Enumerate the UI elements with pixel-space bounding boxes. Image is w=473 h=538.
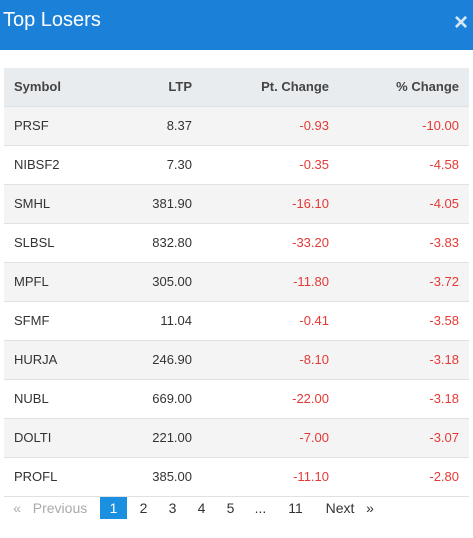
table-cell: 381.90 <box>152 196 192 211</box>
table-cell: 7.30 <box>166 157 192 172</box>
table-row: SMHL 381.90 -16.10 -4.05 <box>4 185 469 224</box>
table-cell: -0.41 <box>299 313 329 328</box>
table-cell: -3.18 <box>429 352 459 367</box>
table-cell: -4.05 <box>429 196 459 211</box>
table-cell: 11.04 <box>160 313 192 328</box>
table-cell: -0.93 <box>299 118 329 133</box>
table-cell: -4.58 <box>429 157 459 172</box>
table-cell: SFMF <box>14 313 50 328</box>
table-row: NIBSF2 7.30 -0.35 -4.58 <box>4 146 469 185</box>
table-cell: -11.80 <box>293 274 329 289</box>
column-header: Symbol <box>14 79 61 94</box>
table-row: MPFL 305.00 -11.80 -3.72 <box>4 263 469 302</box>
page-number[interactable]: ... <box>254 500 267 516</box>
header-title: Top Losers <box>3 9 101 31</box>
table-cell: PROFL <box>14 469 58 484</box>
table-cell: -3.83 <box>429 235 459 250</box>
column-header: LTP <box>168 79 192 94</box>
table-cell: -8.10 <box>299 352 329 367</box>
table-cell: SLBSL <box>14 235 55 250</box>
page-number[interactable]: 2 <box>139 500 148 516</box>
page-number[interactable]: 11 <box>288 500 303 516</box>
last-page[interactable]: » <box>366 500 374 516</box>
page-number[interactable]: 4 <box>197 500 206 516</box>
table-cell: 221.00 <box>152 430 192 445</box>
table-cell: HURJA <box>14 352 58 367</box>
table-row: PROFL 385.00 -11.10 -2.80 <box>4 458 469 497</box>
table-row: DOLTI 221.00 -7.00 -3.07 <box>4 419 469 458</box>
table-cell: -2.80 <box>429 469 459 484</box>
table-cell: 669.00 <box>152 391 192 406</box>
page-number[interactable]: 5 <box>226 500 235 516</box>
column-header: Pt. Change <box>261 79 329 94</box>
previous-page[interactable]: Previous <box>32 500 88 516</box>
table-cell: -3.07 <box>429 430 459 445</box>
table-row: NUBL 669.00 -22.00 -3.18 <box>4 380 469 419</box>
table-cell: 385.00 <box>152 469 192 484</box>
table-cell: -10.00 <box>422 118 459 133</box>
table-cell: -3.18 <box>429 391 459 406</box>
table-cell: -0.35 <box>299 157 329 172</box>
header-row: Symbol LTP Pt. Change % Change <box>4 68 469 107</box>
table-cell: 305.00 <box>152 274 192 289</box>
table-cell: NIBSF2 <box>14 157 60 172</box>
table-row: SFMF 11.04 -0.41 -3.58 <box>4 302 469 341</box>
table-cell: SMHL <box>14 196 51 211</box>
page-number[interactable]: 3 <box>168 500 177 516</box>
next-page[interactable]: Next <box>325 500 355 516</box>
first-page[interactable]: « <box>13 500 21 516</box>
table-cell: 8.37 <box>166 118 192 133</box>
table-row: HURJA 246.90 -8.10 -3.18 <box>4 341 469 380</box>
table-cell: -16.10 <box>292 196 329 211</box>
column-header: % Change <box>396 79 459 94</box>
table-cell: -11.10 <box>293 469 329 484</box>
header-bar: Top Losers × <box>0 0 473 50</box>
table-row: PRSF 8.37 -0.93 -10.00 <box>4 107 469 146</box>
table-cell: 832.80 <box>152 235 192 250</box>
table-row: SLBSL 832.80 -33.20 -3.83 <box>4 224 469 263</box>
table-cell: -3.58 <box>429 313 459 328</box>
table-cell: -7.00 <box>299 430 329 445</box>
close-button[interactable]: × <box>453 9 468 36</box>
table-cell: -3.72 <box>429 274 459 289</box>
table-cell: PRSF <box>14 118 49 133</box>
table-cell: 246.90 <box>152 352 192 367</box>
table-cell: NUBL <box>14 391 49 406</box>
table-cell: MPFL <box>14 274 49 289</box>
page-number[interactable]: 1 <box>100 497 127 519</box>
table-cell: -22.00 <box>292 391 329 406</box>
table-cell: -33.20 <box>292 235 329 250</box>
table-cell: DOLTI <box>14 430 52 445</box>
